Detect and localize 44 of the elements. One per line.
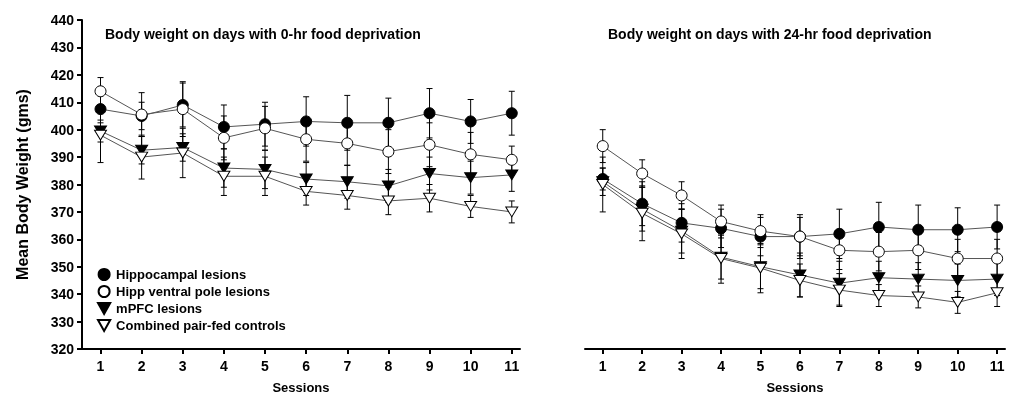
y-tick-label: 410 [50, 94, 75, 111]
y-axis-title: Mean Body Weight (gms) [13, 89, 31, 280]
chart-title: Body weight on days with 24-hr food deprivation [608, 26, 932, 42]
y-tick-label: 430 [50, 39, 75, 56]
x-tick-label: 10 [462, 358, 479, 374]
x-tick-label: 7 [835, 358, 844, 374]
chart-title: Body weight on days with 0-hr food deprivation [105, 26, 421, 42]
y-tick-label: 320 [50, 341, 75, 357]
y-tick-label: 360 [50, 231, 75, 248]
y-tick-label: 440 [50, 12, 75, 28]
x-tick-label: 4 [219, 358, 228, 374]
y-tick-label: 400 [50, 121, 75, 138]
y-tick-label: 370 [50, 203, 75, 220]
legend-label: mPFC lesions [116, 301, 203, 316]
x-axis-title: Sessions [272, 380, 330, 395]
x-tick-label: 5 [756, 358, 765, 374]
x-tick-label: 11 [504, 358, 520, 374]
x-tick-label: 11 [989, 358, 1005, 374]
y-tick-label: 390 [50, 149, 75, 166]
x-tick-label: 4 [717, 358, 726, 374]
x-tick-label: 8 [874, 358, 883, 374]
y-tick-label: 340 [50, 286, 75, 303]
x-tick-label: 2 [638, 358, 647, 374]
legend-label: Hipp ventral pole lesions [116, 284, 270, 299]
y-tick-label: 350 [50, 258, 75, 275]
x-tick-label: 6 [302, 358, 311, 374]
x-tick-label: 9 [914, 358, 923, 374]
x-tick-label: 6 [796, 358, 805, 374]
x-tick-label: 1 [598, 358, 607, 374]
legend-label: Hippocampal lesions [116, 267, 247, 282]
x-tick-label: 8 [384, 358, 393, 374]
legend-label: Combined pair-fed controls [116, 318, 286, 333]
y-tick-label: 330 [50, 313, 75, 330]
x-tick-label: 9 [425, 358, 434, 374]
x-axis-title: Sessions [766, 380, 824, 395]
x-tick-label: 10 [949, 358, 966, 374]
x-tick-label: 2 [137, 358, 146, 374]
x-tick-label: 3 [677, 358, 686, 374]
y-tick-label: 420 [50, 66, 75, 83]
x-tick-label: 1 [96, 358, 105, 374]
x-tick-label: 3 [178, 358, 187, 374]
x-tick-label: 5 [261, 358, 270, 374]
x-tick-label: 7 [343, 358, 352, 374]
y-tick-label: 380 [50, 176, 75, 193]
